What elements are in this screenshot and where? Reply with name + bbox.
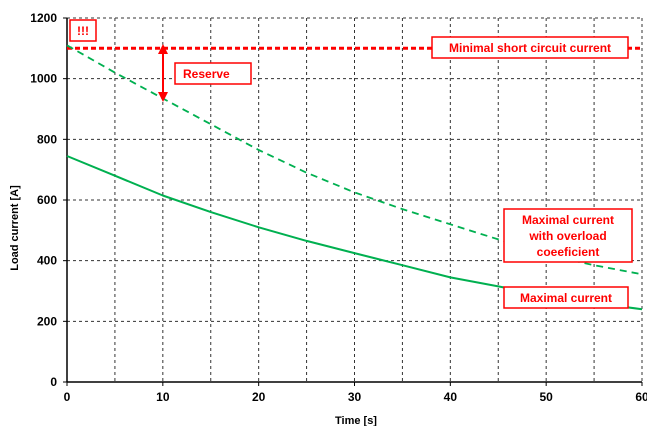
max-overload-label-line2: with overload [528, 229, 606, 243]
max-overload-label-line1: Maximal current [522, 213, 614, 227]
x-tick-label: 50 [539, 390, 553, 404]
y-tick-label: 0 [50, 375, 57, 389]
warning-label: !!! [77, 24, 89, 38]
max-current-label: Maximal current [520, 291, 612, 305]
grid [67, 17, 643, 382]
max-current-callout: Maximal current [503, 286, 629, 309]
x-axis-title: Time [s] [335, 415, 377, 426]
y-tick-label: 400 [37, 254, 57, 268]
x-tick-label: 60 [635, 390, 647, 404]
reserve-callout: Reserve [174, 62, 252, 85]
y-tick-label: 1000 [30, 72, 57, 86]
y-tick-label: 800 [37, 132, 57, 146]
reserve-arrow [158, 44, 168, 102]
warning-badge: !!! [69, 19, 97, 42]
x-tick-label: 20 [252, 390, 266, 404]
y-axis-title: Load current [A] [9, 185, 21, 271]
x-tick-label: 30 [348, 390, 362, 404]
x-tick-label: 40 [444, 390, 458, 404]
x-tick-label: 10 [156, 390, 170, 404]
y-tick-label: 600 [37, 193, 57, 207]
max-overload-callout: Maximal current with overload coeeficien… [503, 208, 633, 263]
min-short-circuit-callout: Minimal short circuit current [431, 36, 629, 59]
reserve-label: Reserve [183, 67, 230, 81]
max-overload-label-line3: coeeficient [537, 245, 600, 259]
min-short-circuit-label: Minimal short circuit current [449, 41, 611, 55]
y-tick-label: 200 [37, 314, 57, 328]
x-tick-label: 0 [64, 390, 71, 404]
y-tick-label: 1200 [30, 11, 57, 25]
